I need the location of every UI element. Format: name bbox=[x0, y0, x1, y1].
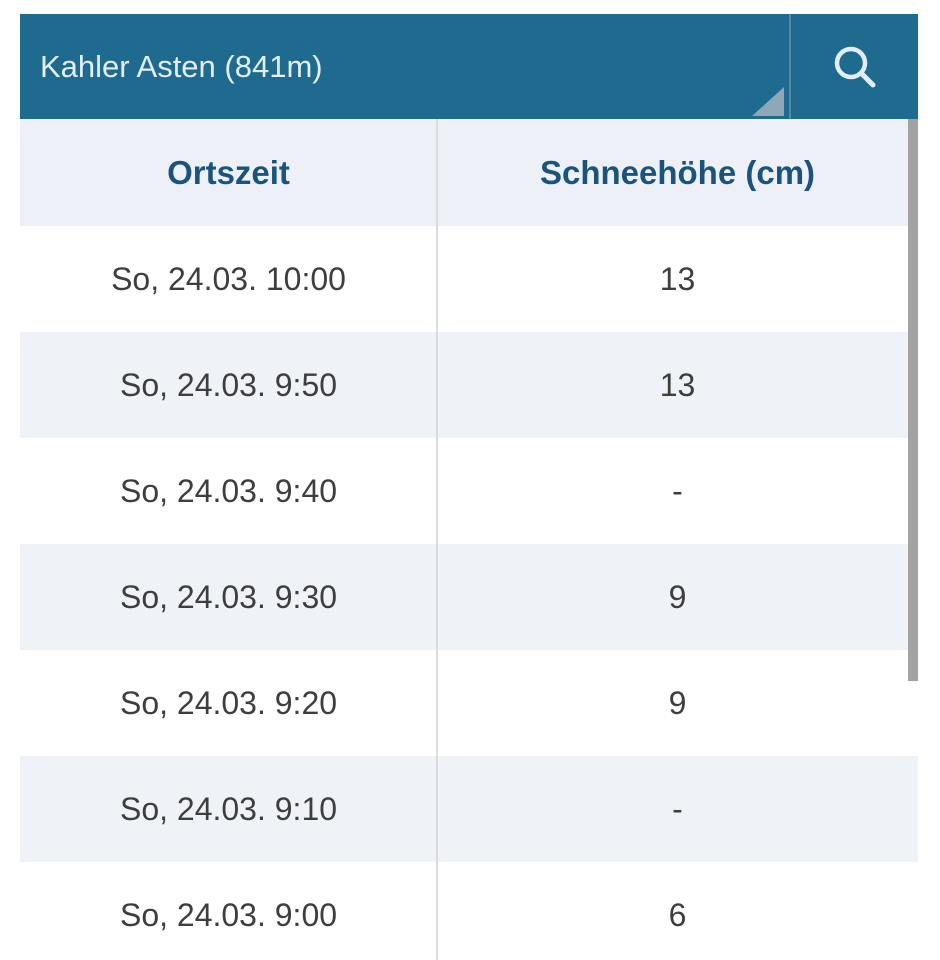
table-row: So, 24.03. 9:20 9 bbox=[20, 650, 918, 756]
station-toolbar: Kahler Asten (841m) bbox=[20, 14, 918, 119]
time-cell: So, 24.03. 9:40 bbox=[119, 472, 338, 509]
value-cell: - bbox=[672, 472, 683, 509]
time-cell: So, 24.03. 9:10 bbox=[119, 790, 338, 827]
value-cell: 9 bbox=[668, 578, 687, 615]
table-row: So, 24.03. 9:10 - bbox=[20, 756, 918, 862]
column-header-schneehoehe: Schneehöhe (cm) bbox=[539, 153, 816, 191]
time-cell: So, 24.03. 9:20 bbox=[119, 684, 338, 721]
value-cell: 13 bbox=[659, 260, 696, 297]
time-cell: So, 24.03. 9:00 bbox=[119, 896, 338, 933]
value-cell: 9 bbox=[668, 684, 687, 721]
column-header-ortszeit: Ortszeit bbox=[167, 153, 290, 191]
time-cell: So, 24.03. 10:00 bbox=[111, 260, 346, 297]
table-header-row: Ortszeit Schneehöhe (cm) bbox=[20, 119, 918, 226]
search-icon bbox=[831, 43, 879, 91]
time-cell: So, 24.03. 9:30 bbox=[119, 578, 338, 615]
snow-depth-table: Ortszeit Schneehöhe (cm) So, 24.03. 10:0… bbox=[20, 119, 918, 960]
column-divider bbox=[436, 119, 438, 960]
search-button[interactable] bbox=[791, 14, 918, 119]
station-spinner[interactable]: Kahler Asten (841m) bbox=[20, 14, 789, 119]
value-cell: - bbox=[672, 790, 683, 827]
table-row: So, 24.03. 9:40 - bbox=[20, 438, 918, 544]
spinner-dropdown-triangle-icon bbox=[752, 87, 784, 116]
station-spinner-label: Kahler Asten (841m) bbox=[40, 49, 323, 84]
table-row: So, 24.03. 9:50 13 bbox=[20, 332, 918, 438]
value-cell: 13 bbox=[659, 366, 696, 403]
table-row: So, 24.03. 9:30 9 bbox=[20, 544, 918, 650]
table-row: So, 24.03. 9:00 6 bbox=[20, 862, 918, 960]
time-cell: So, 24.03. 9:50 bbox=[119, 366, 338, 403]
scrollbar-thumb[interactable] bbox=[908, 119, 918, 681]
toolbar-divider bbox=[789, 14, 791, 119]
table-row: So, 24.03. 10:00 13 bbox=[20, 226, 918, 332]
value-cell: 6 bbox=[668, 896, 687, 933]
